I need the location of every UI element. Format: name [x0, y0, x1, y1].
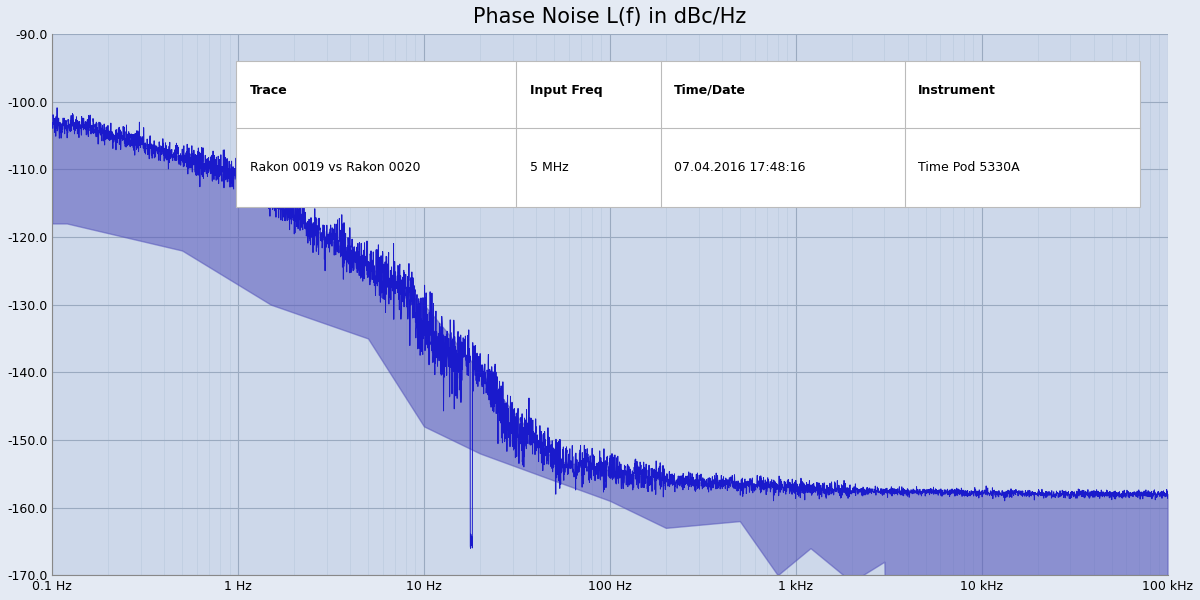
Text: Time Pod 5330A: Time Pod 5330A — [918, 161, 1020, 174]
FancyBboxPatch shape — [236, 61, 1140, 207]
Text: Instrument: Instrument — [918, 84, 996, 97]
Text: 07.04.2016 17:48:16: 07.04.2016 17:48:16 — [674, 161, 805, 174]
Title: Phase Noise L(f) in dBc/Hz: Phase Noise L(f) in dBc/Hz — [473, 7, 746, 27]
Text: 5 MHz: 5 MHz — [529, 161, 569, 174]
Text: Time/Date: Time/Date — [674, 84, 746, 97]
Text: Input Freq: Input Freq — [529, 84, 602, 97]
Text: Trace: Trace — [250, 84, 287, 97]
Text: Rakon 0019 vs Rakon 0020: Rakon 0019 vs Rakon 0020 — [250, 161, 420, 174]
